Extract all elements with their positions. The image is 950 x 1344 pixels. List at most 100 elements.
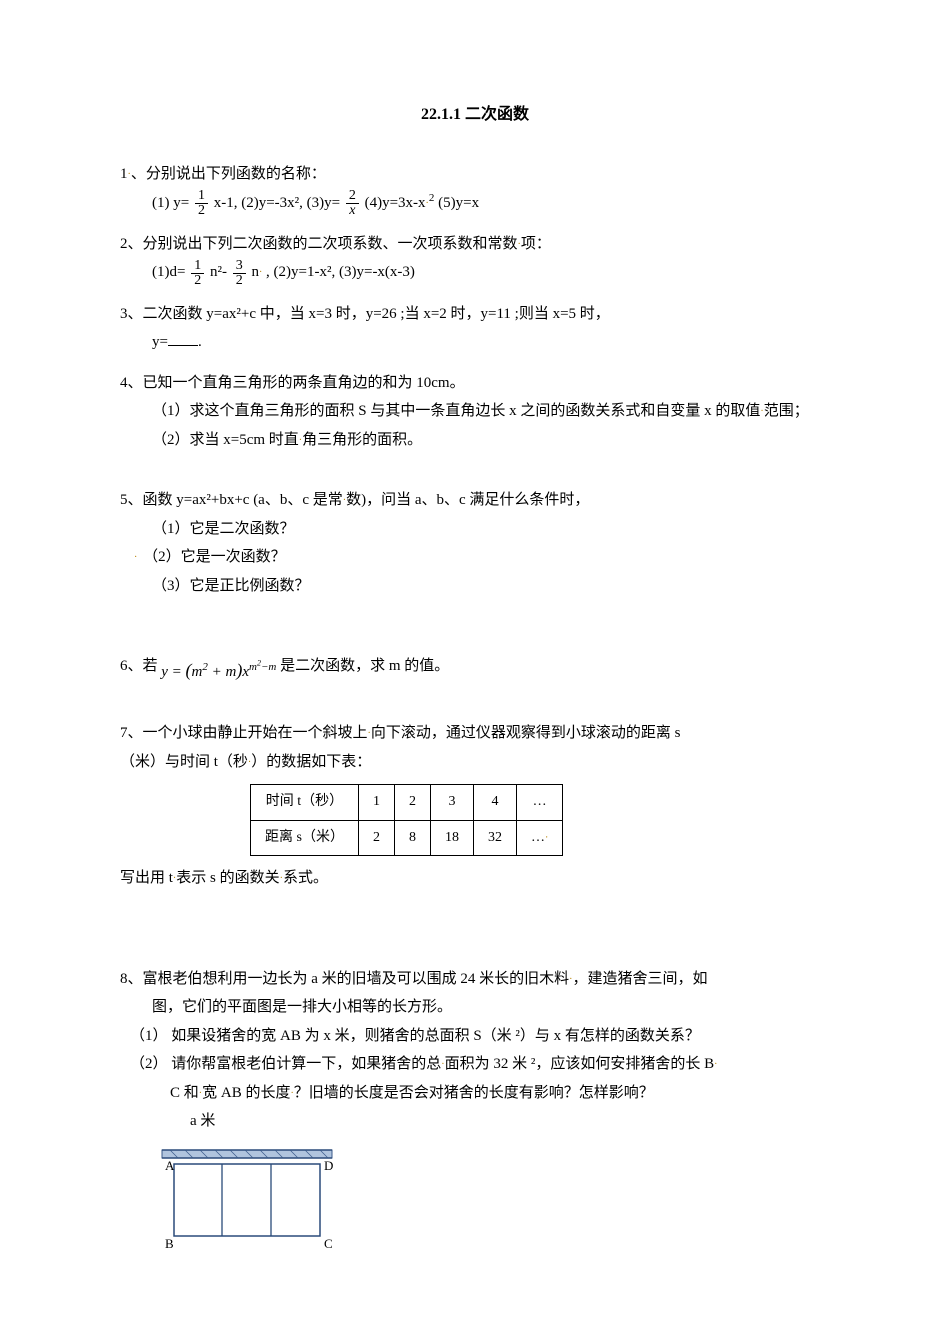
blank-field (168, 330, 198, 346)
frac-den: 2 (195, 204, 208, 218)
dot-icon: · (259, 268, 262, 279)
frac-num: 1 (191, 259, 204, 274)
label-d: D (324, 1158, 333, 1173)
p7-tb: 表示 s 的函数关 (176, 870, 279, 886)
p1-line-b: x-1, (2)y=-3x², (3)y= (214, 195, 344, 211)
pen-outline (174, 1164, 320, 1236)
p3-line2: y=. (120, 328, 830, 357)
p8-s3c: ？旧墙的长度是否会对猪舍的长度有影响？怎样影响？ (294, 1085, 654, 1101)
cell-text: … (531, 830, 545, 845)
p8-s2a: （2） 请你帮富根老伯计算一下，如果猪舍的总 (130, 1056, 441, 1072)
fraction: 12 (195, 189, 208, 218)
p8-s3a: C 和 (170, 1085, 199, 1101)
table-cell: …· (516, 820, 562, 856)
p8-s2b: 面积为 32 米 ²，应该如何安排猪舍的长 B (445, 1056, 715, 1072)
p4-s1a: （1）求这个直角三角形的面积 S 与其中一条直角边长 x 之间的函数关系式和自变… (152, 403, 760, 419)
p1-stem: 、分别说出下列函数的名称： (131, 166, 326, 182)
table-row: 时间 t（秒） 1 2 3 4 … (251, 785, 563, 821)
p5-s3: （3）它是正比例函数？ (120, 572, 830, 601)
problem-6: 6、若 y = (m2 + m)xm2−m 是二次函数，求 m 的值。 (120, 652, 830, 687)
pen-svg: A D B C (160, 1144, 340, 1254)
table-row: 距离 s（米） 2 8 18 32 …· (251, 820, 563, 856)
p2-stem-b: 项： (521, 236, 551, 252)
p3-line1: 3、二次函数 y=ax²+c 中，当 x=3 时，y=26 ;当 x=2 时，y… (120, 300, 830, 329)
p7-l2: （米）与时间 t（秒·）的数据如下表： (120, 748, 830, 777)
table-cell: 32 (473, 820, 516, 856)
table-cell: 3 (430, 785, 473, 821)
p4-s1b: 范围； (764, 403, 809, 419)
p7-ta: 写出用 t (120, 870, 173, 886)
p4-s2a: （2）求当 x=5cm 时直 (152, 432, 299, 448)
p6-formula: y = (m2 + m)xm2−m (161, 664, 280, 680)
p7-l1b: 向下滚动，通过仪器观察得到小球滚动的距离 s (371, 725, 681, 741)
p4-sub1: （1）求这个直角三角形的面积 S 与其中一条直角边长 x 之间的函数关系式和自变… (120, 397, 830, 426)
p8-l2: 图，它们的平面图是一排大小相等的长方形。 (120, 993, 830, 1022)
table-cell: 2 (394, 785, 430, 821)
p8-s1: （1） 如果设猪舍的宽 AB 为 x 米，则猪舍的总面积 S（米 ²）与 x 有… (120, 1022, 830, 1051)
p2-line-b: n²- (210, 264, 227, 280)
p1-line-d: (5)y=x (438, 195, 479, 211)
p3-y: y= (152, 334, 168, 350)
p8-l1: 8、富根老伯想利用一边长为 a 米的旧墙及可以围成 24 米长的旧木料·，建造猪… (120, 965, 830, 994)
frac-den: x (346, 204, 359, 218)
frac-num: 2 (346, 189, 359, 204)
p6-a: 6、若 (120, 658, 158, 674)
frac-num: 1 (195, 189, 208, 204)
p7-tail: 写出用 t·表示 s 的函数关·系式。 (120, 864, 830, 893)
p7-l1: 7、一个小球由静止开始在一个斜坡上·向下滚动，通过仪器观察得到小球滚动的距离 s (120, 719, 830, 748)
p5-ha: 5、函数 y=ax²+bx+c (a、b、c 是常 (120, 492, 343, 508)
frac-num: 3 (233, 259, 246, 274)
dot-icon: · (714, 1059, 717, 1070)
p2-line-c: n (251, 264, 259, 280)
table-cell: 距离 s（米） (251, 820, 359, 856)
data-table: 时间 t（秒） 1 2 3 4 … 距离 s（米） 2 8 18 32 …· (250, 784, 563, 856)
p4-sub2: （2）求当 x=5cm 时直·角三角形的面积。 (120, 426, 830, 455)
p8-l1a: 8、富根老伯想利用一边长为 a 米的旧墙及可以围成 24 米长的旧木料 (120, 971, 569, 987)
frac-den: 2 (191, 274, 204, 288)
p7-l1a: 7、一个小球由静止开始在一个斜坡上 (120, 725, 368, 741)
fraction: 12 (191, 259, 204, 288)
table-cell: 1 (358, 785, 394, 821)
p2-options: (1)d= 12 n²- 32 n· , (2)y=1-x², (3)y=-x(… (120, 258, 830, 287)
frac-den: 2 (233, 274, 246, 288)
p8-s2: （2） 请你帮富根老伯计算一下，如果猪舍的总 ·面积为 32 米 ²，应该如何安排… (120, 1050, 830, 1079)
p7-l2b: ）的数据如下表： (251, 754, 371, 770)
p2-stem-a: 2、分别说出下列二次函数的二次项系数、一次项系数和常数 (120, 236, 518, 252)
p1-options: (1) y= 12 x-1, (2)y=-3x², (3)y= 2x (4)y=… (120, 189, 830, 218)
problem-2: 2、分别说出下列二次函数的二次项系数、一次项系数和常数 · 项： (1)d= 12 … (120, 230, 830, 288)
label-c: C (324, 1236, 333, 1251)
table-cell: 时间 t（秒） (251, 785, 359, 821)
p4-s2b: 角三角形的面积。 (302, 432, 422, 448)
fraction: 32 (233, 259, 246, 288)
problem-5: 5、函数 y=ax²+bx+c (a、b、c 是常 · 数)，问当 a、b、c 满足… (120, 486, 830, 600)
p5-hb: 数)，问当 a、b、c 满足什么条件时， (346, 492, 589, 508)
page-title: 22.1.1 二次函数 (120, 100, 830, 130)
p7-tc: 系式。 (283, 870, 328, 886)
table-cell: 2 (358, 820, 394, 856)
table-cell: … (516, 785, 562, 821)
p7-l2a: （米）与时间 t（秒 (120, 754, 248, 770)
p1-line-c: (4)y=3x-x (365, 195, 426, 211)
problem-1: 1·、分别说出下列函数的名称： (1) y= 12 x-1, (2)y=-3x²… (120, 160, 830, 218)
dot-icon: · (134, 552, 137, 563)
p8-s3b: 宽 AB 的长度 (202, 1085, 290, 1101)
p6-plus: + m (208, 664, 236, 680)
dot-icon: · (545, 832, 548, 843)
p5-s2-wrap: · （2）它是一次函数？ (120, 543, 830, 572)
problem-3: 3、二次函数 y=ax²+c 中，当 x=3 时，y=26 ;当 x=2 时，y… (120, 300, 830, 357)
p3-dot: . (198, 334, 202, 350)
p4-head: 4、已知一个直角三角形的两条直角边的和为 10cm。 (120, 369, 830, 398)
p5-s2: （2）它是一次函数？ (143, 549, 286, 565)
table-cell: 8 (394, 820, 430, 856)
fraction: 2x (346, 189, 359, 218)
p5-head: 5、函数 y=ax²+bx+c (a、b、c 是常·数)，问当 a、b、c 满足… (120, 486, 830, 515)
label-b: B (165, 1236, 174, 1251)
problem-4: 4、已知一个直角三角形的两条直角边的和为 10cm。 （1）求这个直角三角形的面… (120, 369, 830, 455)
p1-num: 1 (120, 166, 128, 182)
p8-l1b: ，建造猪舍三间，如 (573, 971, 708, 987)
p1-line-a: (1) y= (152, 195, 189, 211)
problem-7: 7、一个小球由静止开始在一个斜坡上·向下滚动，通过仪器观察得到小球滚动的距离 s… (120, 719, 830, 893)
p1-sup: 2 (429, 192, 435, 204)
p6-y: y = (161, 664, 185, 680)
table-cell: 18 (430, 820, 473, 856)
